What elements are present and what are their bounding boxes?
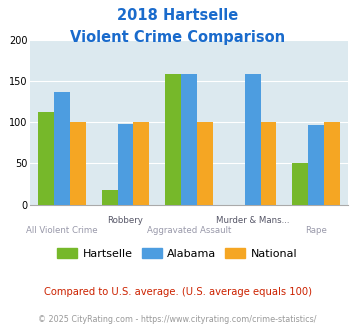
Bar [181,74,197,205]
Bar [133,122,149,205]
Text: Aggravated Assault: Aggravated Assault [147,226,231,235]
Bar [245,74,261,205]
Bar [102,190,118,205]
Bar [324,122,340,205]
Bar [308,125,324,205]
Bar [38,112,54,205]
Text: Rape: Rape [305,226,327,235]
Text: © 2025 CityRating.com - https://www.cityrating.com/crime-statistics/: © 2025 CityRating.com - https://www.city… [38,315,317,324]
Text: Violent Crime Comparison: Violent Crime Comparison [70,30,285,45]
Bar [54,92,70,205]
Bar [292,163,308,205]
Text: 2018 Hartselle: 2018 Hartselle [117,8,238,23]
Bar [197,122,213,205]
Bar [261,122,277,205]
Bar [70,122,86,205]
Text: Compared to U.S. average. (U.S. average equals 100): Compared to U.S. average. (U.S. average … [44,287,311,297]
Text: Robbery: Robbery [108,216,143,225]
Text: Murder & Mans...: Murder & Mans... [216,216,289,225]
Legend: Hartselle, Alabama, National: Hartselle, Alabama, National [53,244,302,263]
Text: All Violent Crime: All Violent Crime [26,226,98,235]
Bar [118,124,133,205]
Bar [165,74,181,205]
